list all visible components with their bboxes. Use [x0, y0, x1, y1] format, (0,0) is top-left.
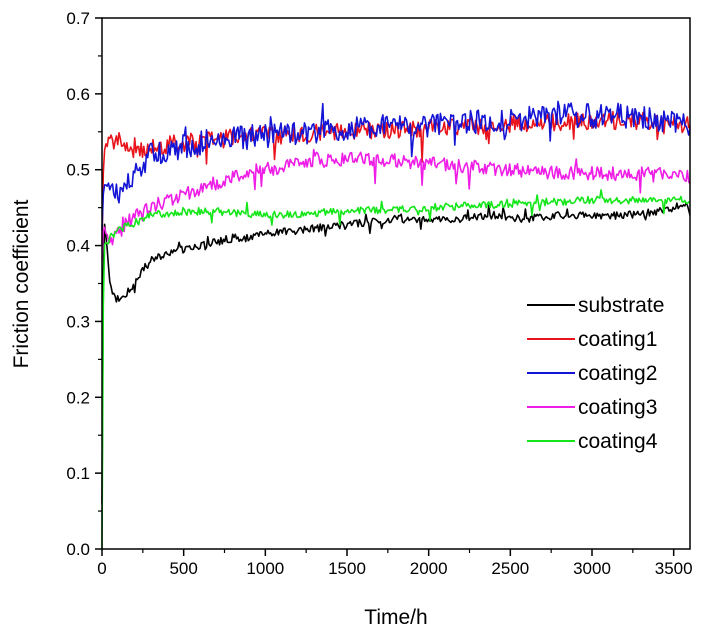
series-layer — [101, 100, 691, 550]
series-line-coating3 — [101, 148, 691, 261]
x-axis-title: Time/h — [364, 606, 427, 629]
legend-label-substrate: substrate — [578, 294, 664, 317]
x-tick-label: 2500 — [491, 559, 529, 578]
y-tick-label: 0.5 — [66, 161, 90, 180]
legend: substrate coating1 coating2 coating3 coating… — [527, 294, 664, 453]
y-tick-label: 0.6 — [66, 85, 90, 104]
series-line-coating2 — [101, 100, 691, 231]
y-axis: 0.0 0.1 0.2 0.3 0.4 0.5 0.6 0.7 — [66, 9, 102, 559]
x-tick-label: 3500 — [655, 559, 693, 578]
x-axis: 0 500 1000 1500 2000 2500 3000 3500 — [97, 549, 693, 578]
y-tick-label: 0.0 — [66, 540, 90, 559]
x-tick-label: 2000 — [410, 559, 448, 578]
x-tick-label: 3000 — [573, 559, 611, 578]
y-tick-label: 0.1 — [66, 464, 90, 483]
x-tick-label: 500 — [169, 559, 197, 578]
legend-label-coating3: coating3 — [578, 396, 657, 419]
y-tick-label: 0.4 — [66, 237, 90, 256]
legend-label-coating1: coating1 — [578, 328, 657, 351]
y-axis-title: Friction coefficient — [10, 199, 33, 368]
x-tick-label: 0 — [97, 559, 106, 578]
series-line-coating4 — [101, 189, 691, 550]
plot-frame — [101, 17, 691, 550]
series-line-substrate — [101, 202, 691, 504]
legend-label-coating4: coating4 — [578, 430, 658, 453]
legend-label-coating2: coating2 — [578, 362, 657, 385]
y-tick-label: 0.7 — [66, 9, 90, 28]
x-tick-label: 1000 — [246, 559, 284, 578]
x-tick-label: 1500 — [328, 559, 366, 578]
y-tick-label: 0.3 — [66, 312, 90, 331]
y-tick-label: 0.2 — [66, 388, 90, 407]
